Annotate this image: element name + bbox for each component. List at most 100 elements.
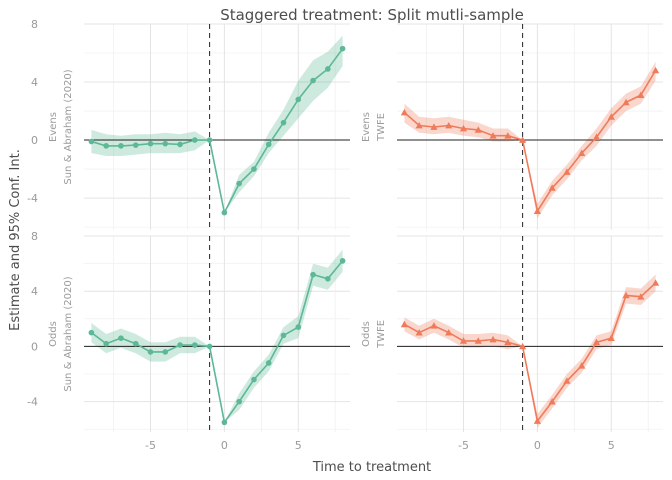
data-point bbox=[132, 340, 139, 347]
data-point bbox=[400, 108, 408, 116]
data-point bbox=[251, 166, 257, 172]
y-tick-label: 0 bbox=[31, 134, 38, 147]
ci-ribbon bbox=[91, 249, 343, 423]
data-point bbox=[459, 124, 468, 132]
data-point bbox=[295, 96, 302, 103]
y-tick-label: -4 bbox=[27, 396, 38, 409]
data-point bbox=[533, 207, 541, 215]
data-point bbox=[280, 332, 287, 339]
data-point bbox=[504, 338, 512, 346]
data-point bbox=[162, 349, 169, 355]
data-point bbox=[103, 143, 109, 149]
data-point bbox=[251, 376, 257, 383]
data-point bbox=[88, 329, 95, 336]
strip-row-label: Odds bbox=[48, 321, 59, 347]
data-point bbox=[310, 271, 316, 278]
series-line bbox=[90, 260, 344, 425]
data-point bbox=[339, 258, 346, 264]
strip-column-label: TWFE bbox=[376, 113, 387, 142]
data-point bbox=[265, 360, 272, 366]
data-point bbox=[652, 279, 660, 286]
x-tick-label: -5 bbox=[458, 439, 469, 452]
data-point bbox=[236, 398, 242, 405]
chart-title: Staggered treatment: Split mutli-sample bbox=[220, 6, 524, 24]
data-point bbox=[519, 342, 527, 350]
y-tick-label: 8 bbox=[31, 230, 38, 243]
data-point bbox=[325, 66, 331, 72]
data-point bbox=[504, 132, 512, 139]
data-point bbox=[607, 113, 615, 120]
panel-evens-sun-abraham: -4 0 4 8 Evens Sun & Abraham (2020) bbox=[27, 18, 350, 230]
y-tick-label: 8 bbox=[31, 18, 38, 31]
panel-evens-twfe: Evens TWFE bbox=[361, 23, 663, 230]
data-point bbox=[310, 77, 316, 84]
strip-column-label: Sun & Abraham (2020) bbox=[63, 276, 74, 391]
panel-odds-twfe: -5 0 5 Odds TWFE bbox=[361, 235, 663, 452]
data-point bbox=[221, 209, 228, 216]
data-point bbox=[652, 66, 660, 74]
data-point bbox=[489, 132, 497, 139]
data-point bbox=[415, 121, 423, 129]
ci-ribbon bbox=[404, 274, 656, 428]
data-point bbox=[265, 141, 272, 148]
data-point bbox=[474, 126, 482, 133]
y-tick-label: 4 bbox=[31, 285, 38, 298]
data-point bbox=[206, 137, 213, 143]
ci-ribbon bbox=[91, 35, 343, 213]
x-axis-label: Time to treatment bbox=[312, 460, 431, 475]
data-point bbox=[592, 133, 601, 141]
data-point bbox=[118, 335, 124, 341]
data-point bbox=[445, 329, 453, 336]
data-point bbox=[563, 168, 571, 175]
data-point bbox=[563, 377, 571, 384]
y-tick-label: -4 bbox=[27, 192, 38, 205]
data-point bbox=[295, 324, 302, 330]
y-axis-label: Estimate and 95% Conf. Int. bbox=[8, 149, 23, 331]
data-point bbox=[339, 45, 346, 52]
data-point bbox=[206, 343, 213, 350]
data-point bbox=[430, 322, 438, 329]
data-point bbox=[622, 291, 630, 299]
data-point bbox=[548, 184, 556, 191]
strip-row-label: Odds bbox=[361, 321, 372, 347]
data-point bbox=[400, 320, 408, 328]
data-point bbox=[325, 275, 331, 282]
data-point bbox=[459, 337, 468, 344]
data-point bbox=[192, 137, 198, 143]
data-point bbox=[147, 349, 154, 355]
data-point bbox=[162, 140, 169, 147]
data-point bbox=[622, 98, 630, 106]
strip-column-label: Sun & Abraham (2020) bbox=[63, 69, 74, 184]
data-point bbox=[221, 419, 228, 426]
data-point bbox=[637, 91, 645, 98]
x-tick-label: 0 bbox=[534, 439, 541, 452]
data-point bbox=[430, 123, 438, 130]
x-tick-label: 0 bbox=[221, 439, 228, 452]
data-point bbox=[607, 334, 615, 342]
data-point bbox=[445, 121, 453, 129]
data-point bbox=[132, 142, 139, 148]
data-point bbox=[578, 149, 586, 156]
data-point bbox=[519, 136, 527, 143]
data-point bbox=[103, 340, 109, 347]
data-point bbox=[88, 138, 95, 145]
panel-odds-sun-abraham: -4 0 4 8 -5 0 5 Odds Sun & Abraham (2020) bbox=[27, 230, 350, 452]
data-point bbox=[192, 342, 198, 348]
data-point bbox=[489, 335, 497, 343]
data-point bbox=[177, 342, 183, 348]
series-line bbox=[403, 69, 657, 214]
y-tick-label: 0 bbox=[31, 340, 38, 353]
strip-column-label: TWFE bbox=[376, 320, 387, 349]
data-point bbox=[280, 119, 287, 126]
y-tick-label: 4 bbox=[31, 76, 38, 89]
data-point bbox=[578, 362, 586, 369]
series-line bbox=[404, 282, 657, 423]
data-point bbox=[236, 180, 242, 187]
x-tick-label: 5 bbox=[295, 439, 302, 452]
data-point bbox=[533, 417, 541, 424]
x-tick-label: -5 bbox=[145, 439, 156, 452]
data-point bbox=[637, 293, 645, 300]
data-point bbox=[118, 143, 124, 149]
